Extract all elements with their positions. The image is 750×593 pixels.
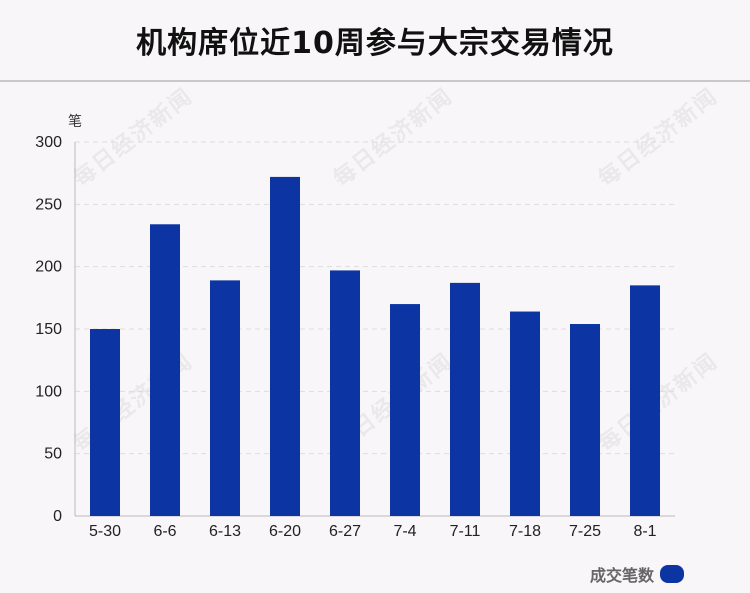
- bar: [330, 270, 360, 516]
- bar: [570, 324, 600, 516]
- y-tick-label: 100: [35, 383, 62, 400]
- x-tick-label: 7-11: [450, 523, 481, 540]
- y-tick-label: 250: [35, 196, 62, 213]
- y-tick-label: 50: [44, 446, 62, 463]
- x-tick-label: 8-1: [633, 523, 656, 540]
- legend-swatch: [660, 565, 684, 583]
- bar: [210, 280, 240, 516]
- y-tick-label: 300: [35, 134, 62, 151]
- bar: [90, 329, 120, 516]
- bar: [150, 224, 180, 516]
- bar: [390, 304, 420, 516]
- chart-title: 机构席位近10周参与大宗交易情况: [136, 26, 614, 61]
- x-tick-label: 5-30: [89, 523, 121, 540]
- y-axis-unit: 笔: [68, 114, 82, 130]
- x-tick-label: 7-25: [569, 523, 601, 540]
- x-tick-label: 6-6: [153, 523, 176, 540]
- bar: [510, 311, 540, 516]
- y-tick-label: 0: [53, 508, 62, 525]
- bar: [450, 282, 480, 516]
- bar: [630, 285, 660, 516]
- title-divider: [0, 80, 750, 82]
- legend-label: 成交笔数: [589, 566, 654, 585]
- legend: 成交笔数: [590, 562, 684, 586]
- bar: [270, 176, 300, 516]
- y-tick-label: 200: [35, 259, 62, 276]
- x-tick-label: 6-27: [329, 523, 361, 540]
- x-tick-label: 7-18: [509, 523, 541, 540]
- x-tick-label: 6-20: [269, 523, 301, 540]
- x-tick-label: 6-13: [209, 523, 241, 540]
- x-tick-label: 7-4: [393, 523, 416, 540]
- y-tick-label: 150: [35, 321, 62, 338]
